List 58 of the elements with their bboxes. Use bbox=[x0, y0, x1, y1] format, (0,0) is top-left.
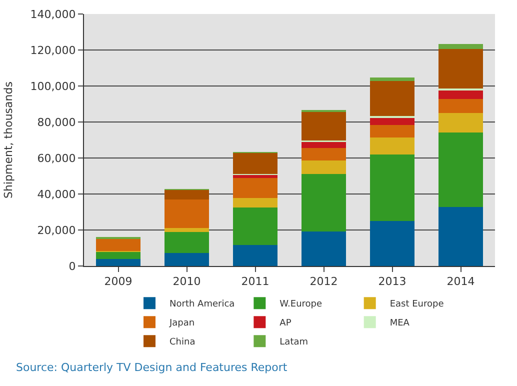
y-axis-title: Shipment, thousands bbox=[2, 81, 15, 198]
bar bbox=[438, 132, 484, 208]
bar bbox=[96, 259, 141, 266]
bar bbox=[301, 160, 346, 174]
legend-label: AP bbox=[280, 318, 292, 329]
legend-label: Japan bbox=[168, 318, 195, 329]
bar bbox=[301, 141, 346, 148]
bar bbox=[164, 228, 210, 232]
x-tick-label: 2009 bbox=[104, 275, 132, 288]
bar bbox=[301, 111, 346, 141]
bar bbox=[232, 152, 278, 174]
legend-label: Latam bbox=[280, 338, 308, 348]
bar bbox=[370, 118, 415, 125]
x-tick-label: 2011 bbox=[241, 275, 270, 288]
bar bbox=[164, 200, 210, 228]
bar bbox=[370, 138, 415, 155]
legend-label: China bbox=[170, 338, 196, 348]
legend-label: North America bbox=[170, 300, 235, 310]
x-tick-label: 2012 bbox=[310, 275, 338, 288]
source-note: Source: Quarterly TV Design and Features Report bbox=[16, 361, 288, 374]
bar bbox=[301, 231, 346, 266]
bar bbox=[164, 190, 210, 200]
y-tick-label: 100,000 bbox=[30, 80, 76, 93]
bar bbox=[370, 124, 415, 138]
bar bbox=[438, 44, 484, 50]
x-tick-label: 2013 bbox=[378, 275, 406, 288]
legend-label: W.Europe bbox=[280, 300, 323, 310]
bar bbox=[370, 220, 415, 266]
x-tick-label: 2014 bbox=[446, 275, 475, 288]
y-tick-label: 140,000 bbox=[30, 8, 76, 21]
bar bbox=[438, 98, 484, 113]
bar bbox=[232, 244, 278, 266]
y-tick-label: 120,000 bbox=[30, 44, 76, 57]
bar bbox=[96, 238, 141, 252]
bar bbox=[370, 78, 415, 81]
bar bbox=[164, 232, 210, 254]
bar bbox=[438, 112, 484, 132]
bar bbox=[438, 207, 484, 266]
y-tick-label: 0 bbox=[68, 260, 76, 273]
bar bbox=[232, 174, 278, 178]
bar bbox=[438, 49, 484, 89]
bar bbox=[438, 90, 484, 99]
y-tick-label: 40,000 bbox=[37, 188, 76, 201]
bar bbox=[164, 253, 210, 266]
bar bbox=[232, 198, 278, 208]
y-tick-label: 60,000 bbox=[37, 152, 76, 165]
bar bbox=[370, 154, 415, 221]
bar bbox=[301, 174, 346, 232]
bar bbox=[232, 178, 278, 198]
legend-label: East Europe bbox=[390, 300, 444, 310]
bar bbox=[301, 148, 346, 160]
bar bbox=[232, 207, 278, 245]
legend-label: MEA bbox=[390, 318, 410, 329]
bar bbox=[370, 80, 415, 116]
x-tick-label: 2010 bbox=[172, 275, 201, 288]
y-tick-label: 80,000 bbox=[37, 116, 76, 129]
y-tick-label: 20,000 bbox=[37, 224, 76, 237]
bar bbox=[96, 252, 141, 260]
